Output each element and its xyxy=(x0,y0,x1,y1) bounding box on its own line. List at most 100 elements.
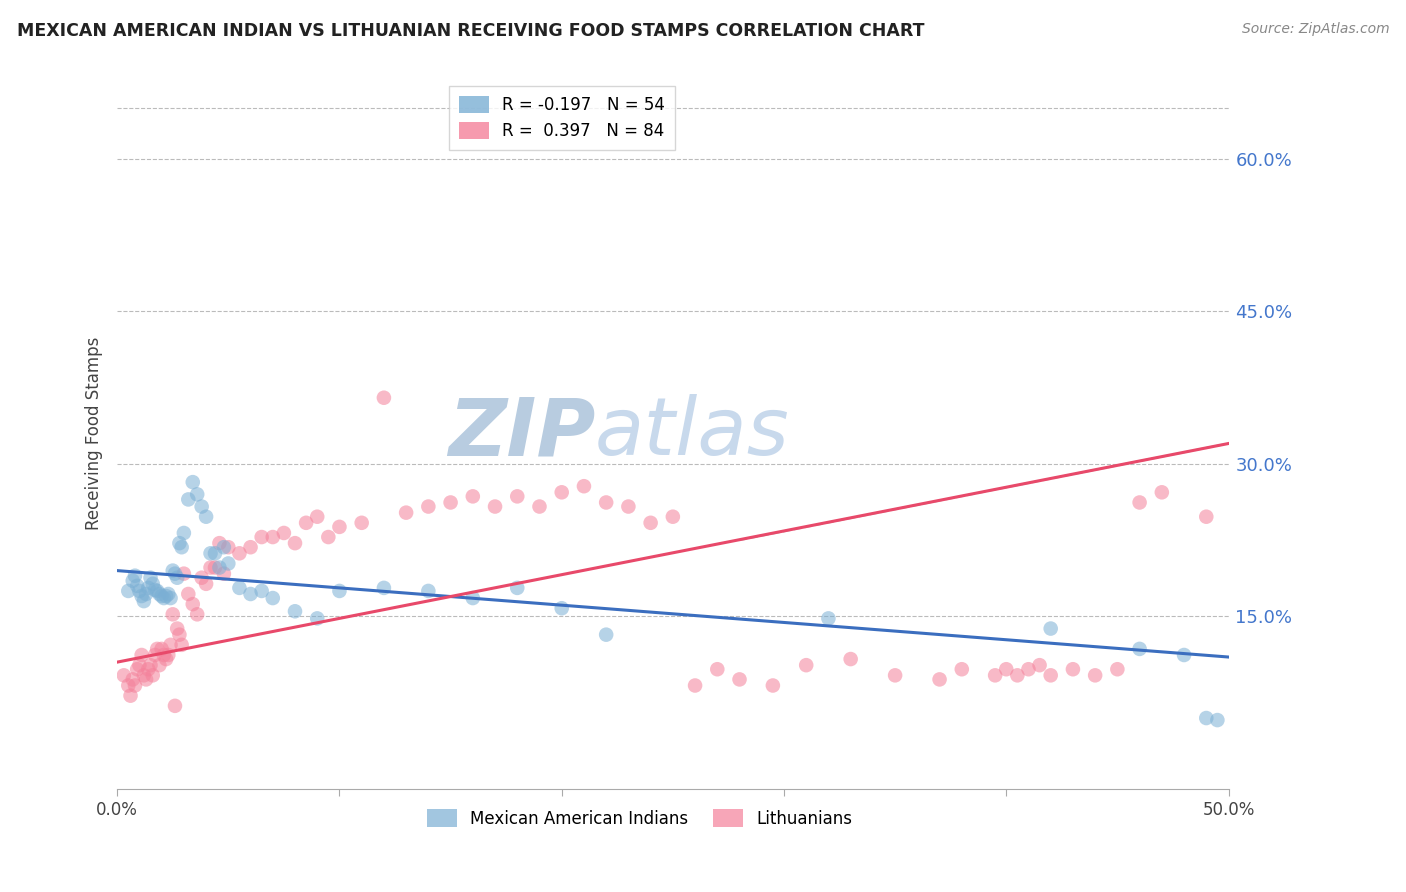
Point xyxy=(1107,662,1129,676)
Point xyxy=(706,662,728,676)
Point xyxy=(373,581,395,595)
Point xyxy=(132,668,155,682)
Text: Source: ZipAtlas.com: Source: ZipAtlas.com xyxy=(1241,22,1389,37)
Point xyxy=(1129,495,1152,509)
Point xyxy=(204,546,226,560)
Point xyxy=(295,516,318,530)
Point xyxy=(484,500,506,514)
Point xyxy=(551,601,574,615)
Point xyxy=(350,516,373,530)
Point xyxy=(132,594,155,608)
Point xyxy=(162,564,184,578)
Point xyxy=(1039,622,1062,636)
Point xyxy=(1173,648,1195,662)
Point xyxy=(1028,658,1050,673)
Point xyxy=(148,658,170,673)
Point xyxy=(262,591,284,605)
Point xyxy=(1206,713,1229,727)
Point xyxy=(166,571,188,585)
Point xyxy=(328,583,350,598)
Point xyxy=(1084,668,1107,682)
Point xyxy=(212,566,235,581)
Point xyxy=(177,587,200,601)
Point xyxy=(239,587,262,601)
Point xyxy=(250,583,273,598)
Point xyxy=(128,583,150,598)
Point xyxy=(127,662,149,676)
Point xyxy=(551,485,574,500)
Point xyxy=(418,583,440,598)
Point xyxy=(262,530,284,544)
Point xyxy=(239,540,262,554)
Point xyxy=(131,648,153,662)
Point xyxy=(984,668,1007,682)
Point xyxy=(124,568,146,582)
Point xyxy=(595,495,617,509)
Point xyxy=(307,509,329,524)
Point xyxy=(128,658,150,673)
Point xyxy=(212,540,235,554)
Point xyxy=(204,560,226,574)
Point xyxy=(150,641,173,656)
Point xyxy=(273,526,295,541)
Point xyxy=(121,574,143,588)
Legend: Mexican American Indians, Lithuanians: Mexican American Indians, Lithuanians xyxy=(420,803,859,834)
Point xyxy=(127,579,149,593)
Point xyxy=(1062,662,1084,676)
Point xyxy=(173,566,195,581)
Point xyxy=(146,583,169,598)
Point xyxy=(139,571,162,585)
Point xyxy=(190,500,212,514)
Point xyxy=(640,516,662,530)
Point xyxy=(136,662,159,676)
Text: MEXICAN AMERICAN INDIAN VS LITHUANIAN RECEIVING FOOD STAMPS CORRELATION CHART: MEXICAN AMERICAN INDIAN VS LITHUANIAN RE… xyxy=(17,22,924,40)
Point xyxy=(117,583,139,598)
Point xyxy=(683,679,706,693)
Point xyxy=(200,546,222,560)
Point xyxy=(995,662,1018,676)
Point xyxy=(163,698,186,713)
Point xyxy=(120,689,142,703)
Point xyxy=(157,648,180,662)
Point xyxy=(143,648,166,662)
Point xyxy=(148,587,170,601)
Point xyxy=(284,536,307,550)
Point xyxy=(662,509,685,524)
Point xyxy=(506,489,529,503)
Point xyxy=(595,628,617,642)
Point xyxy=(928,673,950,687)
Point xyxy=(1007,668,1029,682)
Point xyxy=(572,479,595,493)
Point xyxy=(762,679,785,693)
Point xyxy=(121,673,143,687)
Point xyxy=(169,536,191,550)
Point xyxy=(117,679,139,693)
Point xyxy=(1129,641,1152,656)
Text: atlas: atlas xyxy=(595,394,790,473)
Point xyxy=(418,500,440,514)
Point xyxy=(153,648,176,662)
Point xyxy=(373,391,395,405)
Point xyxy=(112,668,135,682)
Point xyxy=(170,638,193,652)
Point xyxy=(166,622,188,636)
Point xyxy=(284,604,307,618)
Point xyxy=(157,587,180,601)
Point xyxy=(328,520,350,534)
Y-axis label: Receiving Food Stamps: Receiving Food Stamps xyxy=(86,336,103,530)
Point xyxy=(1017,662,1039,676)
Point xyxy=(159,591,181,605)
Point xyxy=(728,673,751,687)
Point xyxy=(181,475,204,490)
Point xyxy=(884,668,907,682)
Point xyxy=(461,489,484,503)
Point xyxy=(208,536,231,550)
Point xyxy=(1150,485,1173,500)
Point xyxy=(159,638,181,652)
Point xyxy=(146,641,169,656)
Point xyxy=(143,582,166,597)
Point xyxy=(153,591,176,605)
Text: ZIP: ZIP xyxy=(447,394,595,473)
Point xyxy=(170,540,193,554)
Point xyxy=(186,487,208,501)
